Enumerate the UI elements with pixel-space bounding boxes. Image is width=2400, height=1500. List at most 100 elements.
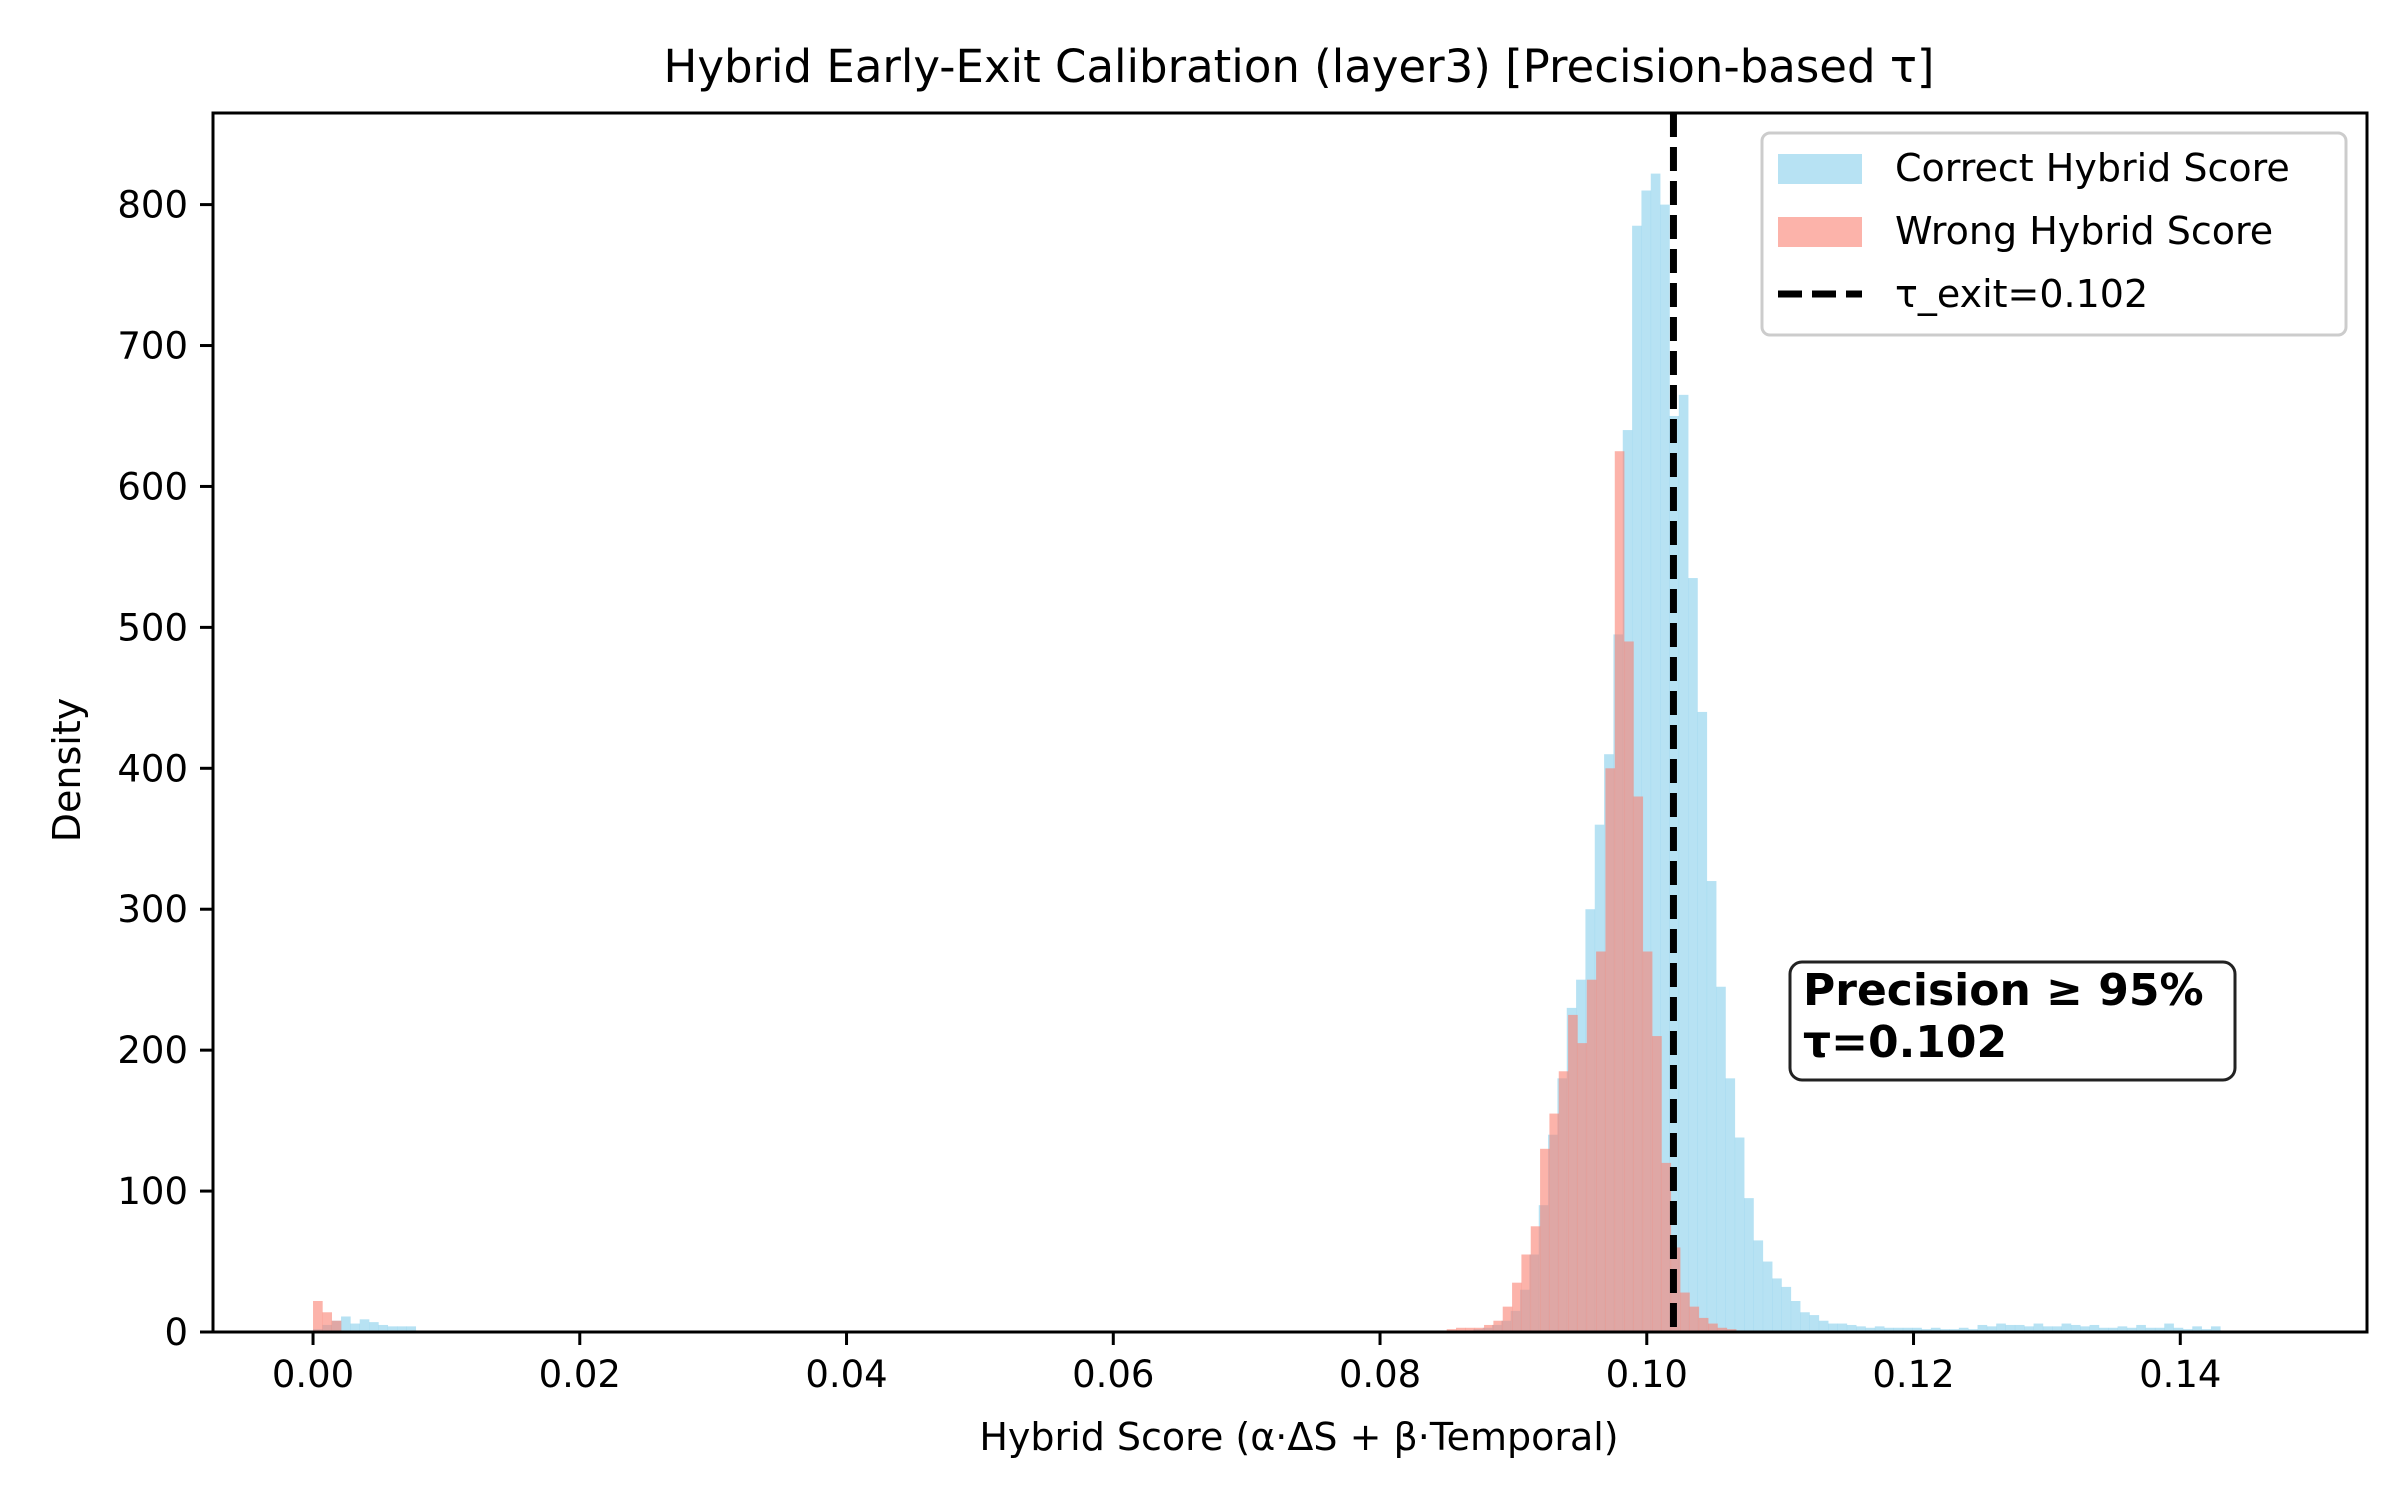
correct-bar-28 — [1632, 225, 1642, 1333]
legend-label-wrong: Wrong Hybrid Score — [1895, 209, 2273, 253]
correct-bar-76 — [2080, 1326, 2090, 1332]
x-axis-label: Hybrid Score (α·ΔS + β·Temporal) — [979, 1415, 1618, 1459]
x-tick-label-6: 0.12 — [1872, 1353, 1954, 1396]
plot-area — [211, 111, 2369, 1334]
correct-bar-86 — [2173, 1327, 2184, 1332]
legend-label-threshold: τ_exit=0.102 — [1895, 272, 2148, 316]
correct-bar-43 — [1772, 1278, 1782, 1332]
correct-bar-81 — [2126, 1327, 2137, 1332]
correct-bar-5 — [359, 1319, 370, 1332]
legend: Correct Hybrid Score Wrong Hybrid Score … — [1760, 131, 2348, 337]
correct-bar-65 — [1977, 1324, 1988, 1332]
correct-bar-29 — [1641, 190, 1652, 1332]
correct-bar-85 — [2164, 1323, 2174, 1332]
correct-bar-33 — [1678, 394, 1689, 1332]
wrong-bar-31 — [1708, 1323, 1718, 1332]
wrong-bar-19 — [1596, 951, 1606, 1332]
y-tick-label-0: 0 — [164, 1311, 188, 1354]
correct-bar-58 — [1912, 1327, 1922, 1332]
wrong-bar-25 — [1652, 1036, 1662, 1332]
wrong-bar-21 — [1614, 451, 1625, 1332]
correct-bar-49 — [1828, 1323, 1838, 1332]
correct-bar-34 — [1688, 578, 1698, 1332]
wrong-bar-18 — [1586, 979, 1597, 1332]
x-tick-label-2: 0.04 — [805, 1353, 887, 1396]
y-tick-label-1: 100 — [117, 1170, 188, 1213]
correct-bar-63 — [1958, 1327, 1969, 1332]
y-axis: 0 100 200 300 400 500 600 700 800 — [117, 184, 213, 1354]
correct-bar-35 — [1697, 711, 1708, 1332]
wrong-bar-10 — [1512, 1282, 1522, 1332]
annotation-line-1: Precision ≥ 95% — [1803, 965, 2204, 1016]
legend-swatch-wrong — [1778, 217, 1862, 247]
wrong-bar-24 — [1642, 951, 1653, 1332]
correct-bar-56 — [1893, 1327, 1904, 1332]
x-tick-label-4: 0.08 — [1339, 1353, 1421, 1396]
correct-bar-82 — [2136, 1324, 2146, 1332]
correct-bar-46 — [1800, 1312, 1810, 1332]
correct-bar-72 — [2042, 1326, 2053, 1332]
wrong-bar-5 — [1465, 1327, 1476, 1332]
correct-bar-45 — [1790, 1300, 1801, 1332]
correct-bar-69 — [2014, 1324, 2025, 1332]
wrong-bar-8 — [1493, 1320, 1504, 1332]
correct-bar-38 — [1725, 1078, 1736, 1332]
annotation-frame — [1788, 960, 2237, 1082]
correct-bar-37 — [1716, 986, 1726, 1332]
wrong-bar-32 — [1717, 1327, 1728, 1332]
correct-bar-73 — [2052, 1326, 2062, 1332]
correct-bar-51 — [1846, 1324, 1857, 1332]
y-tick-label-4: 400 — [117, 747, 188, 790]
wrong-bar-30 — [1698, 1317, 1709, 1332]
series-wrong-bars — [313, 451, 1746, 1332]
wrong-bar-0 — [313, 1300, 323, 1332]
legend-swatch-correct — [1778, 154, 1862, 184]
wrong-bar-1 — [322, 1312, 333, 1332]
correct-bar-55 — [1884, 1327, 1894, 1332]
correct-bar-48 — [1818, 1320, 1829, 1332]
x-tick-label-7: 0.14 — [2139, 1353, 2221, 1396]
correct-bar-66 — [1986, 1326, 1997, 1332]
wrong-bar-29 — [1689, 1306, 1700, 1332]
correct-bar-84 — [2154, 1327, 2165, 1332]
wrong-bar-9 — [1502, 1306, 1513, 1332]
correct-bar-52 — [1856, 1326, 1866, 1332]
correct-bar-8 — [387, 1326, 398, 1332]
wrong-bar-13 — [1540, 1148, 1550, 1332]
x-tick-label-3: 0.06 — [1072, 1353, 1154, 1396]
x-tick-label-5: 0.10 — [1606, 1353, 1688, 1396]
correct-bar-42 — [1762, 1261, 1773, 1332]
y-tick-label-6: 600 — [117, 465, 188, 508]
correct-bar-30 — [1650, 173, 1661, 1333]
wrong-bar-7 — [1484, 1324, 1494, 1332]
correct-bar-75 — [2070, 1324, 2081, 1332]
correct-bar-7 — [378, 1324, 389, 1332]
correct-bar-77 — [2089, 1324, 2100, 1332]
legend-frame — [1760, 131, 2348, 337]
x-tick-label-0: 0.00 — [272, 1353, 354, 1396]
y-tick-label-5: 500 — [117, 606, 188, 649]
correct-bar-90 — [2210, 1326, 2221, 1332]
wrong-bar-2 — [331, 1320, 342, 1332]
wrong-bar-22 — [1624, 641, 1634, 1332]
correct-bar-4 — [350, 1323, 361, 1332]
wrong-bar-12 — [1530, 1226, 1541, 1332]
x-axis: 0.00 0.02 0.04 0.06 0.08 0.10 0.12 0.14 — [272, 1332, 2221, 1396]
correct-bar-67 — [1996, 1323, 2006, 1332]
correct-bar-79 — [2108, 1327, 2118, 1332]
correct-bar-68 — [2005, 1324, 2016, 1332]
wrong-bar-14 — [1549, 1113, 1560, 1332]
correct-bar-83 — [2145, 1327, 2156, 1332]
wrong-bar-16 — [1568, 1014, 1578, 1332]
correct-bar-41 — [1753, 1240, 1764, 1332]
correct-bar-9 — [397, 1326, 407, 1332]
axes-frame — [211, 111, 2369, 1334]
correct-bar-50 — [1837, 1323, 1848, 1332]
y-tick-label-8: 800 — [117, 184, 188, 227]
annotation-box: Precision ≥ 95% τ=0.102 — [1788, 960, 2237, 1082]
correct-bar-36 — [1706, 881, 1717, 1332]
correct-bar-10 — [406, 1326, 417, 1332]
legend-label-correct: Correct Hybrid Score — [1895, 146, 2290, 190]
y-tick-label-7: 700 — [117, 325, 188, 368]
